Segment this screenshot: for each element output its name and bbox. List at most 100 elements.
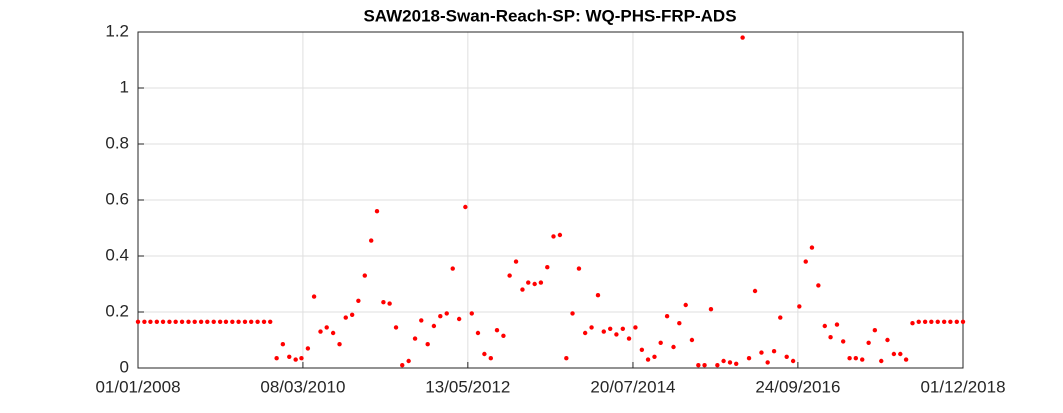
data-point <box>645 357 651 362</box>
data-point <box>759 350 764 355</box>
data-point <box>450 266 455 271</box>
data-point <box>425 342 430 347</box>
data-point <box>620 326 626 331</box>
data-point <box>400 363 405 368</box>
data-point <box>198 319 204 324</box>
data-point <box>557 232 563 238</box>
data-point <box>778 315 783 320</box>
data-point <box>879 358 884 364</box>
data-point <box>293 357 298 362</box>
data-point <box>255 319 260 324</box>
data-point <box>702 363 707 368</box>
data-point <box>268 319 273 324</box>
data-point <box>734 361 739 366</box>
data-point <box>784 354 789 359</box>
data-point <box>746 356 752 361</box>
data-point <box>318 329 323 334</box>
data-point <box>916 319 921 324</box>
data-point <box>513 259 519 264</box>
data-point <box>280 342 286 347</box>
data-point <box>872 328 878 333</box>
x-tick-label: 01/12/2018 <box>920 377 1005 396</box>
x-tick-label: 24/09/2016 <box>755 377 840 396</box>
data-point <box>847 356 852 361</box>
data-point <box>771 349 777 354</box>
data-point <box>192 319 197 324</box>
x-tick-label: 13/05/2012 <box>425 377 510 396</box>
data-point <box>475 330 481 336</box>
x-tick-label: 01/01/2008 <box>95 377 180 396</box>
data-point <box>444 311 449 316</box>
data-point <box>828 335 833 340</box>
data-point <box>765 360 770 365</box>
y-tick-label: 0 <box>120 357 129 376</box>
data-point <box>601 329 606 334</box>
data-point <box>954 319 959 324</box>
data-point <box>752 288 758 294</box>
data-point <box>173 319 178 324</box>
data-point <box>664 314 670 319</box>
data-point <box>330 330 336 336</box>
data-point <box>532 281 537 287</box>
data-point <box>230 319 235 324</box>
data-point <box>708 307 714 312</box>
data-point <box>935 319 940 324</box>
data-point <box>362 273 367 278</box>
data-point <box>501 333 506 338</box>
data-point <box>658 340 663 345</box>
data-point <box>148 319 153 324</box>
data-point <box>860 357 865 362</box>
data-point <box>419 318 424 323</box>
data-point <box>242 319 248 324</box>
data-point <box>790 358 796 364</box>
data-point <box>287 354 292 359</box>
data-point <box>387 301 392 306</box>
y-tick-label: 0.6 <box>105 189 129 208</box>
data-point <box>142 319 147 324</box>
data-point <box>337 342 342 347</box>
data-point <box>727 360 733 365</box>
data-point <box>607 326 613 331</box>
y-tick-label: 0.8 <box>105 133 129 152</box>
data-point <box>494 328 500 333</box>
data-point <box>274 356 279 361</box>
data-point <box>545 265 550 270</box>
x-tick-label: 20/07/2014 <box>590 377 675 396</box>
data-point <box>803 259 808 264</box>
data-point <box>809 245 815 250</box>
data-point <box>626 336 632 341</box>
data-point <box>205 319 210 324</box>
data-point <box>721 358 726 364</box>
data-point <box>595 293 601 298</box>
data-point <box>393 325 399 330</box>
data-point <box>520 287 525 292</box>
data-point <box>797 304 802 309</box>
data-point <box>898 351 903 357</box>
data-point <box>305 346 311 351</box>
data-point <box>853 356 859 361</box>
data-point <box>639 347 645 352</box>
data-point <box>834 322 840 327</box>
data-point <box>217 319 223 324</box>
data-point <box>223 319 229 324</box>
data-point <box>866 340 871 345</box>
data-point <box>903 357 909 362</box>
data-point <box>910 321 915 326</box>
data-point <box>589 325 594 330</box>
data-point <box>740 35 745 40</box>
data-point <box>343 315 348 320</box>
data-point <box>551 234 556 239</box>
data-point <box>840 339 846 344</box>
data-point <box>261 319 267 324</box>
data-point <box>526 280 531 285</box>
data-point <box>456 316 462 322</box>
data-point <box>431 323 437 329</box>
data-point <box>960 319 966 324</box>
y-tick-label: 0.2 <box>105 301 129 320</box>
data-point <box>236 319 241 324</box>
data-point <box>211 319 216 324</box>
data-point <box>179 319 185 324</box>
data-point <box>248 319 254 324</box>
